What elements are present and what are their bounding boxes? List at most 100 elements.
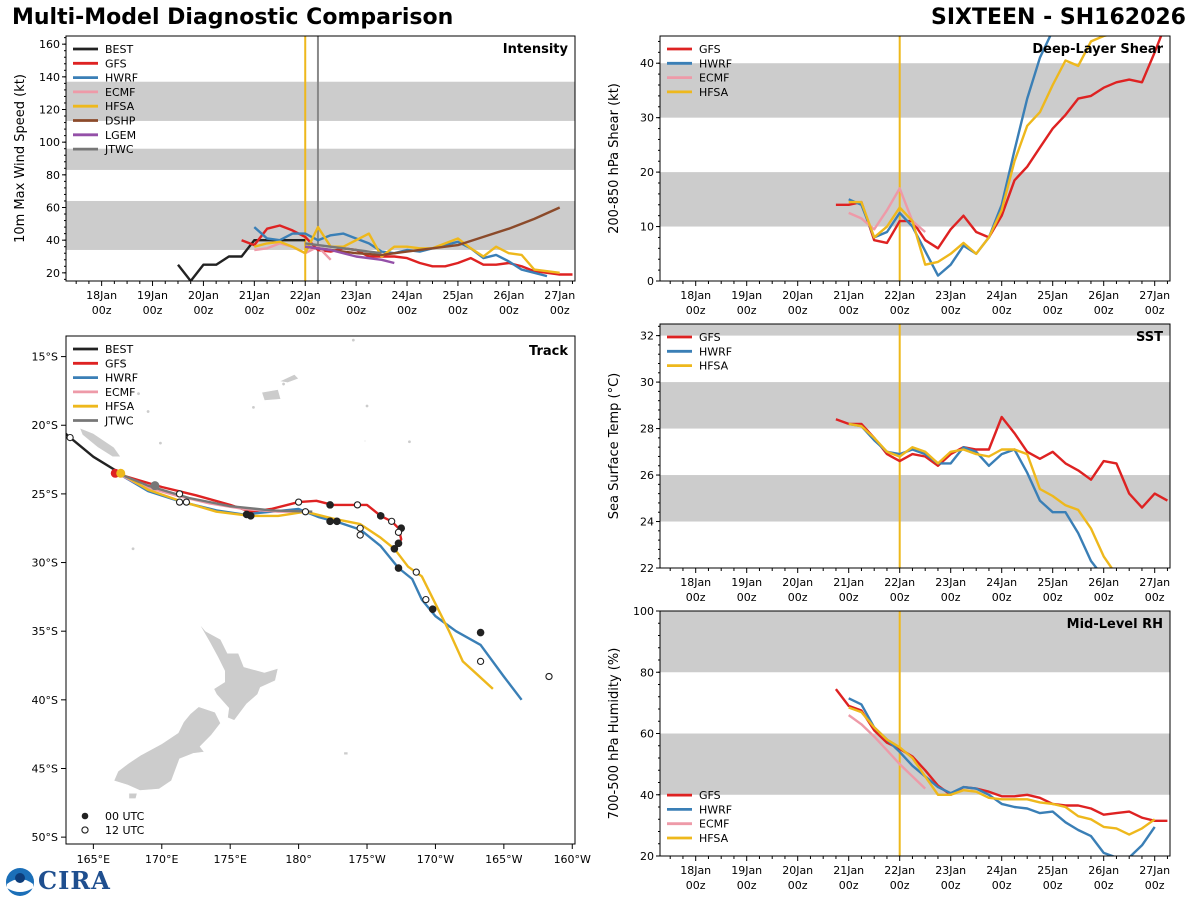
shear-xtick-label: 27Jan <box>1139 289 1170 302</box>
intensity-xtick-label: 00z <box>194 304 214 317</box>
track-ytick-label: 35°S <box>32 625 58 638</box>
intensity-xtick-label: 00z <box>143 304 163 317</box>
track-legend-marker-00utc <box>81 812 89 820</box>
track-ytick-label: 25°S <box>32 488 58 501</box>
sst-xtick-label: 00z <box>839 591 859 604</box>
sst-series-gfs <box>835 415 1168 509</box>
shear-xtick-label: 00z <box>788 304 808 317</box>
rh-xtick-label: 00z <box>1145 879 1165 892</box>
sst-xtick-label: 00z <box>1145 591 1165 604</box>
sst-ytick-label: 30 <box>640 376 654 389</box>
rh-xtick-label: 21Jan <box>833 864 864 877</box>
intensity-ytick-label: 40 <box>46 234 60 247</box>
track-ytick-label: 40°S <box>32 694 58 707</box>
rh-ytick-label: 20 <box>640 850 654 863</box>
track-xtick-label: 170°W <box>417 853 454 866</box>
intensity-series-jtwc <box>305 242 382 255</box>
sst-title: SST <box>1136 330 1163 345</box>
sst-xtick-label: 27Jan <box>1139 576 1170 589</box>
track-marker-12utc <box>422 595 430 604</box>
intensity-frame <box>65 35 576 282</box>
land-small-island <box>159 441 162 445</box>
land-small-island <box>131 547 135 551</box>
intensity-legend-label-hfsa: HFSA <box>105 100 135 113</box>
track-ytick-label: 20°S <box>32 419 58 432</box>
sst-plot-area <box>660 324 1170 568</box>
track-ytick-label: 50°S <box>32 831 58 844</box>
track-marker-00utc <box>390 545 399 553</box>
intensity-band-2 <box>66 81 575 121</box>
land-chatham-islands <box>343 751 349 756</box>
page-title: Multi-Model Diagnostic Comparison <box>12 5 454 30</box>
shear-xtick-label: 23Jan <box>935 289 966 302</box>
sst-band-1 <box>660 382 1170 429</box>
shear-xtick-label: 00z <box>1145 304 1165 317</box>
track-marker-12utc <box>394 528 403 536</box>
intensity-ytick-label: 140 <box>39 71 60 84</box>
intensity-legend-label-hwrf: HWRF <box>105 72 138 85</box>
rh-legend-label-hfsa: HFSA <box>699 832 729 845</box>
sst-xtick-label: 00z <box>737 591 757 604</box>
noaa-logo-wave <box>7 879 33 892</box>
track-xtick-label: 170°E <box>145 853 178 866</box>
track-chart: 165°E 170°E 175°E 180° 175°W 170°W 165°W 160°W 1… <box>32 335 591 866</box>
sst-band-2 <box>660 324 1170 336</box>
sst-band-0 <box>660 475 1170 522</box>
rh-series-ecmf <box>847 714 927 790</box>
track-series-ecmf <box>117 472 306 513</box>
rh-series-hwrf <box>848 697 1156 856</box>
sst-xtick-label: 24Jan <box>986 576 1017 589</box>
track-marker-12utc <box>545 672 553 681</box>
shear-xtick-label: 00z <box>686 304 706 317</box>
intensity-legend-label-lgem: LGEM <box>105 129 136 142</box>
intensity-xtick-label: 23Jan <box>341 289 372 302</box>
noaa-logo-inner <box>15 873 25 883</box>
shear-band-1 <box>660 63 1170 118</box>
intensity-ytick-label: 80 <box>46 169 60 182</box>
rh-band-0 <box>660 733 1170 795</box>
intensity-legend-label-ecmf: ECMF <box>105 86 135 99</box>
intensity-xtick-label: 22Jan <box>290 289 321 302</box>
intensity-series-lgem <box>305 245 395 265</box>
rh-legend-label-gfs: GFS <box>699 789 721 802</box>
track-legend-label-00utc: 00 UTC <box>105 810 145 823</box>
storm-id-title: SIXTEEN - SH162026 <box>930 5 1186 30</box>
intensity-xtick-label: 27Jan <box>544 289 575 302</box>
shear-legend-label-gfs: GFS <box>699 43 721 56</box>
rh-xtick-label: 19Jan <box>731 864 762 877</box>
shear-ylabel: 200-850 hPa Shear (kt) <box>607 83 622 234</box>
rh-xtick-label: 25Jan <box>1037 864 1068 877</box>
track-marker-00utc <box>326 517 334 526</box>
shear-xtick-label: 00z <box>737 304 757 317</box>
rh-legend-label-hwrf: HWRF <box>699 803 732 816</box>
track-marker-12utc <box>294 498 303 506</box>
track-marker-12utc <box>476 657 485 666</box>
intensity-ytick-label: 100 <box>39 136 60 149</box>
shear-plot-area <box>660 36 1170 281</box>
intensity-xtick-label: 19Jan <box>137 289 168 302</box>
rh-xtick-label: 00z <box>788 879 808 892</box>
intensity-xtick-label: 20Jan <box>188 289 219 302</box>
rh-ytick-label: 60 <box>640 728 654 741</box>
rh-xtick-label: 20Jan <box>782 864 813 877</box>
track-series-hfsa <box>120 472 494 690</box>
track-marker-12utc <box>356 524 364 532</box>
track-xtick-label: 180° <box>285 853 312 866</box>
track-legend-label-ecmf: ECMF <box>105 386 135 399</box>
land-small-island <box>408 440 411 444</box>
sst-xtick-label: 00z <box>890 591 910 604</box>
land-small-island <box>137 392 140 396</box>
intensity-ytick-label: 160 <box>39 38 60 51</box>
shear-xtick-label: 24Jan <box>986 289 1017 302</box>
shear-xtick-label: 18Jan <box>680 289 711 302</box>
shear-xtick-label: 00z <box>839 304 859 317</box>
rh-title: Mid-Level RH <box>1067 617 1163 632</box>
shear-xtick-label: 19Jan <box>731 289 762 302</box>
track-marker-00utc <box>326 501 334 509</box>
shear-ytick-label: 40 <box>640 57 654 70</box>
intensity-plot-area <box>66 36 575 281</box>
sst-xtick-label: 22Jan <box>884 576 915 589</box>
intensity-band-1 <box>66 148 575 170</box>
shear-title: Deep-Layer Shear <box>1032 42 1163 57</box>
shear-legend-label-hwrf: HWRF <box>699 57 732 70</box>
